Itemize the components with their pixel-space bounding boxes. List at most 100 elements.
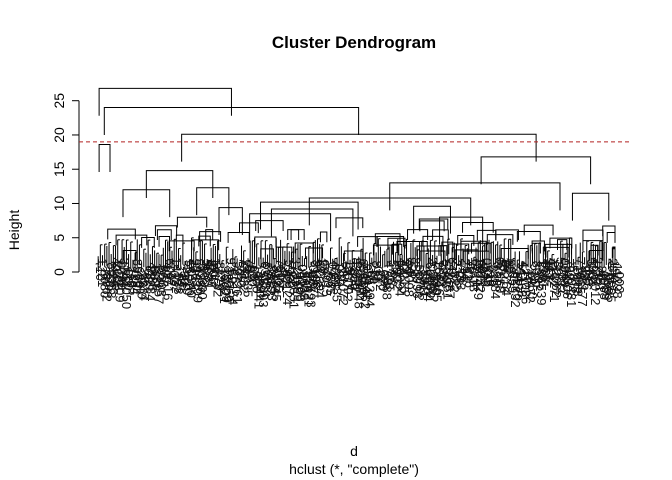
leaf-label: 98441 — [360, 264, 375, 300]
leaf-label: 4184 — [421, 273, 436, 302]
leaf-label: 9613 — [310, 259, 325, 288]
leaf-label: 858 — [156, 266, 171, 288]
leaf-label: 456 — [275, 266, 290, 288]
mid-merge — [396, 240, 428, 252]
leaf-label: 67 — [338, 262, 353, 276]
leaf-label: 88 — [595, 266, 610, 280]
y-tick-label: 5 — [51, 234, 67, 242]
leaf-label: 284 — [128, 273, 143, 295]
leaf-label: 32 — [165, 272, 180, 286]
leaf-label: 07 — [158, 265, 173, 279]
mid-merge — [462, 250, 490, 262]
leaf-label: 63154 — [258, 261, 273, 297]
leaf-label: 72209 — [113, 266, 128, 302]
leaf-label: 59597 — [282, 260, 297, 296]
leaf-label: 002 — [612, 272, 627, 294]
leaf-label: 4944 — [108, 257, 123, 286]
mid-merge — [606, 232, 616, 243]
leaf-label: 2102 — [197, 258, 212, 287]
leaf-label: 08894 — [393, 260, 408, 296]
y-tick-label: 15 — [51, 161, 67, 177]
mid-merge — [582, 240, 604, 251]
leaf-label: 216 — [579, 269, 594, 291]
mid-merge — [141, 237, 155, 248]
leaf-label: 565 — [323, 274, 338, 296]
mid-merge — [590, 244, 599, 256]
leaf-label: 3761 — [173, 264, 188, 293]
merge-link — [249, 213, 332, 242]
merge-link — [413, 205, 451, 234]
mid-merge — [275, 246, 293, 258]
leaf-label: 6270 — [510, 272, 525, 301]
merge-link — [122, 189, 171, 218]
leaf-label: 2885 — [126, 266, 141, 295]
mid-merge — [612, 246, 616, 258]
leaf-label: 92 — [223, 258, 238, 272]
leaf-label: 55294 — [362, 271, 377, 307]
leaf-label: 597 — [532, 269, 547, 291]
leaf-label: 566 — [260, 263, 275, 285]
mid-merge — [227, 232, 250, 243]
mid-merge — [255, 220, 284, 231]
leaf-label: 73332 — [236, 258, 251, 294]
leaf-label: 270 — [367, 262, 382, 284]
merge-link — [98, 87, 232, 116]
merge-link — [218, 207, 243, 235]
leaf-label: 1906 — [249, 264, 264, 293]
leaf-label: 2184 — [488, 270, 503, 299]
leaf-label: 39 — [551, 261, 566, 275]
leaf-label: 3783 — [288, 257, 303, 286]
leaf-label: 8396 — [193, 265, 208, 294]
leaf-label: 5080 — [97, 269, 112, 298]
leaf-label: 2040 — [134, 270, 149, 299]
leaf-label: 951 — [592, 270, 607, 292]
leaf-label: 247 — [238, 260, 253, 282]
leaf-label: 90 — [178, 270, 193, 284]
leaf-label: 10 — [484, 272, 499, 286]
leaf-label: 99 — [399, 259, 414, 273]
leaf-label: 979 — [345, 269, 360, 291]
leaf-label: 932 — [391, 269, 406, 291]
leaf-label: 15 — [343, 260, 358, 274]
leaf-label: 8357 — [204, 260, 219, 289]
leaf-label: 2262 — [449, 260, 464, 289]
leaf-label: 734 — [284, 263, 299, 285]
leaf-label: 56 — [199, 259, 214, 273]
leaf-label: 4286 — [145, 262, 160, 291]
leaf-label: 14732 — [169, 257, 184, 293]
leaf-label: 5809 — [219, 274, 234, 303]
leaf-label: 11462 — [358, 274, 373, 309]
mid-merge — [191, 239, 220, 251]
mid-merge — [154, 225, 178, 237]
leaf-label: 5996 — [410, 270, 425, 299]
leaf-label: 708 — [569, 272, 584, 294]
mid-merge — [254, 236, 277, 248]
leaf-label: 110 — [123, 267, 138, 288]
mid-merge — [432, 229, 449, 241]
leaf-label: 3144 — [117, 258, 132, 287]
leaf-label: 04 — [325, 262, 340, 276]
leaf-label: 5377 — [419, 269, 434, 298]
leaf-label: 658 — [538, 261, 553, 283]
method-sublabel: hclust (*, "complete") — [289, 461, 419, 477]
leaf-label: 920 — [375, 269, 390, 291]
mid-merge — [418, 218, 449, 230]
mid-merge — [199, 231, 222, 242]
leaf-label: 005 — [206, 263, 221, 285]
leaf-label: 12716 — [160, 264, 175, 300]
mid-merge — [589, 249, 604, 261]
leaf-label: 31072 — [336, 270, 351, 306]
leaf-label: 54 — [512, 268, 527, 282]
leaf-label: 02 — [167, 271, 182, 285]
leaf-label: 55093 — [256, 271, 271, 307]
leaf-label: 2039 — [297, 271, 312, 300]
leaf-label: 98 — [317, 259, 332, 273]
leaf-label: 5305 — [271, 264, 286, 293]
leaf-label: 4485 — [330, 273, 345, 302]
leaf-label: 51166 — [514, 262, 529, 297]
leaf-label: 30 — [464, 259, 479, 273]
leaf-label: 1417 — [208, 258, 223, 287]
leaf-label: 833 — [486, 265, 501, 287]
mid-merge — [495, 229, 519, 241]
mid-merge — [557, 239, 568, 250]
